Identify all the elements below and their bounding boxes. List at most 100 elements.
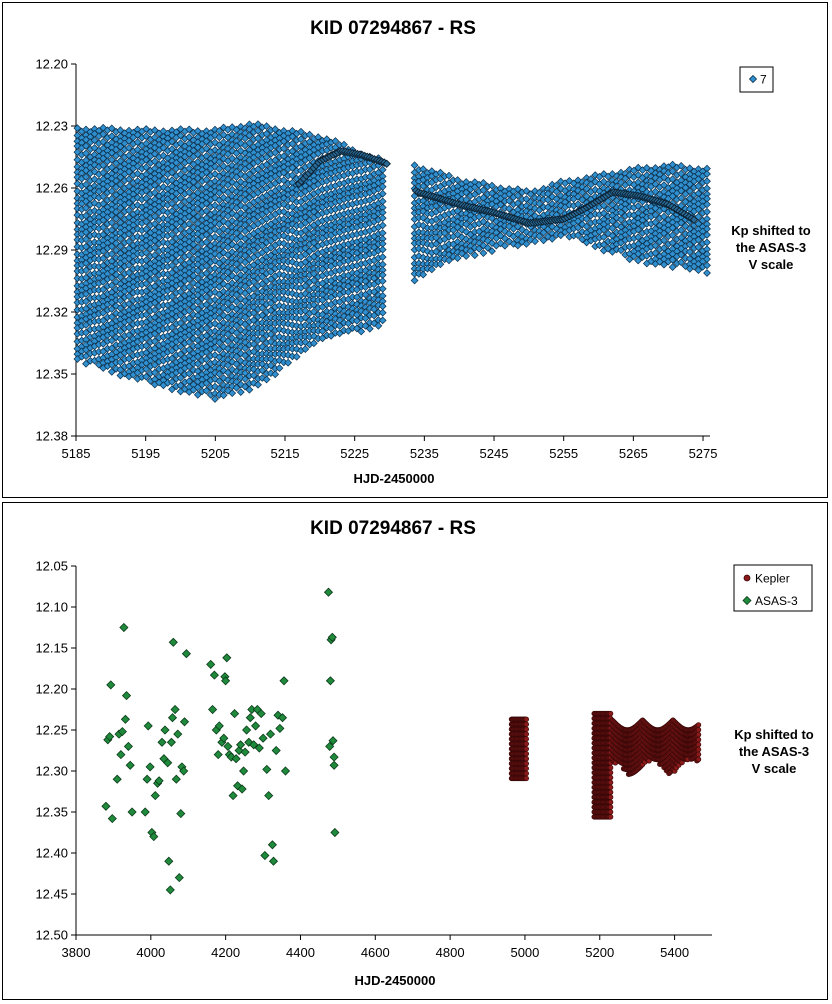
data-point [224, 386, 232, 395]
data-point [150, 243, 159, 252]
data-point [607, 814, 614, 820]
x-tick-label: 5245 [480, 446, 509, 461]
data-point [159, 144, 168, 152]
data-point [150, 274, 159, 283]
data-point [112, 364, 120, 373]
data-point [185, 369, 194, 378]
side-label-line-3: V scale [749, 257, 794, 272]
data-point [211, 375, 219, 383]
data-point [378, 284, 387, 293]
data-point [228, 358, 237, 366]
data-point [107, 336, 116, 345]
data-point [125, 292, 133, 301]
data-point [159, 238, 168, 247]
data-point [185, 212, 194, 221]
data-point [236, 201, 245, 210]
data-point [202, 324, 211, 333]
data-point [116, 358, 125, 367]
data-point [168, 378, 176, 386]
data-point [90, 230, 99, 239]
data-point [215, 377, 224, 385]
data-point [116, 149, 125, 158]
data-point [82, 204, 90, 212]
x-tick-labels: 5185 5195 5205 5215 5225 5235 5245 5255 5265 5275 [62, 446, 718, 461]
x-tick-label: 5225 [340, 446, 369, 461]
data-point [176, 225, 185, 234]
data-point [202, 355, 211, 364]
data-point [99, 161, 108, 170]
data-point [193, 390, 202, 399]
data-point [185, 220, 194, 228]
data-point [703, 269, 711, 277]
data-point [219, 131, 228, 139]
data-point [185, 275, 194, 284]
data-point [193, 297, 202, 306]
data-point [607, 794, 614, 800]
data-point [219, 304, 228, 312]
data-point [112, 246, 120, 255]
data-point [116, 296, 125, 305]
data-point [150, 150, 159, 158]
data-point [150, 126, 159, 135]
data-point [168, 261, 176, 270]
data-point [378, 316, 387, 325]
data-point [90, 136, 99, 145]
data-point [202, 175, 211, 184]
data-point [125, 354, 133, 363]
data-point [112, 309, 120, 318]
data-point [523, 756, 529, 762]
data-point [176, 131, 185, 140]
data-point [168, 285, 176, 293]
data-point [168, 230, 176, 239]
data-point [211, 193, 219, 202]
data-point [228, 209, 237, 218]
y-tick-label: 12.29 [35, 243, 68, 258]
data-point [523, 731, 529, 737]
data-point [189, 271, 198, 280]
data-point [292, 352, 301, 361]
data-point [168, 316, 176, 324]
data-point [228, 326, 237, 335]
data-point [193, 266, 202, 275]
data-point [112, 333, 120, 342]
data-point [142, 132, 151, 141]
data-point [133, 162, 142, 171]
chart-panel-top: KID 07294867 - RS 5185 5195 5205 5215 5225 52… [2, 2, 828, 498]
data-point [410, 276, 419, 285]
data-point [607, 804, 614, 810]
data-point [142, 155, 151, 164]
data-point [150, 298, 159, 307]
data-point [523, 716, 529, 723]
data-point [193, 236, 202, 244]
data-point [185, 306, 194, 315]
data-point [168, 199, 176, 208]
data-point [107, 218, 116, 227]
data-point [202, 261, 211, 270]
data-point [193, 181, 202, 190]
data-point [241, 382, 249, 391]
data-series [101, 587, 702, 895]
legend: 7 [739, 66, 774, 93]
data-point [523, 775, 529, 782]
data-point [607, 779, 614, 786]
data-point [168, 254, 176, 263]
data-point [241, 351, 249, 360]
data-point [219, 391, 228, 400]
x-axis-label: HJD-2450000 [354, 471, 435, 486]
data-point [107, 124, 116, 133]
data-point [73, 148, 82, 156]
chart-title: KID 07294867 - RS [310, 18, 476, 39]
data-point [142, 279, 151, 288]
data-point [133, 256, 142, 265]
data-point [236, 380, 245, 389]
data-point [202, 168, 211, 177]
data-point [219, 311, 228, 320]
data-point [236, 287, 245, 296]
data-point [523, 770, 529, 777]
side-label-line-2: the ASAS-3 [736, 240, 806, 255]
data-point [176, 162, 185, 171]
data-point [150, 329, 159, 338]
data-point [219, 217, 228, 226]
data-point [523, 736, 529, 742]
data-point [189, 215, 198, 224]
